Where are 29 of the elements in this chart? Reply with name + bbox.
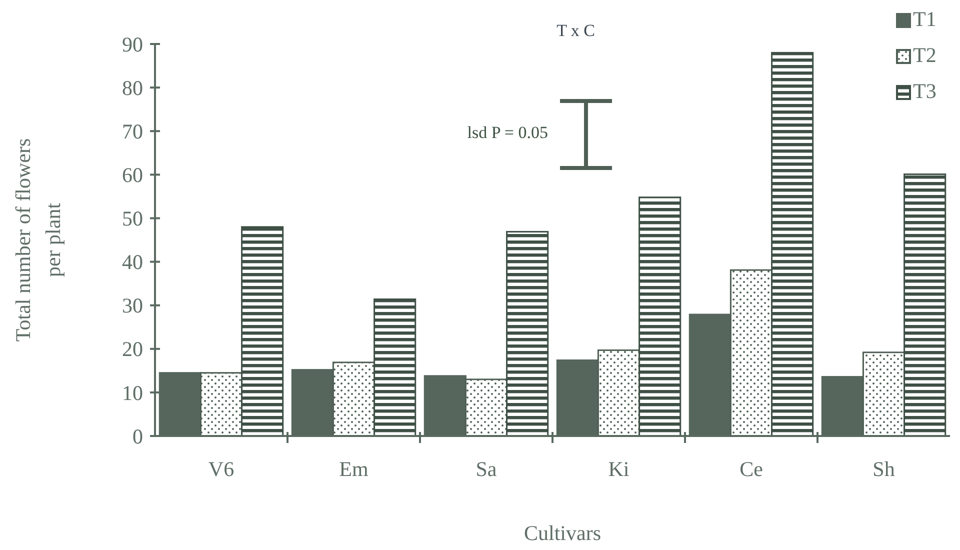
y-tick-label: 10 xyxy=(122,380,143,405)
x-tick-label: Em xyxy=(339,457,368,481)
y-tick-label: 20 xyxy=(122,337,143,362)
y-axis-title: Total number of flowers per plant xyxy=(11,138,65,342)
bar xyxy=(638,196,682,437)
y-tick-label: 60 xyxy=(122,163,143,188)
x-tick-label: Ki xyxy=(608,457,630,481)
legend-label: T2 xyxy=(913,43,936,67)
y-tick-label: 40 xyxy=(122,250,143,274)
x-tick-label: Sh xyxy=(872,457,896,481)
x-axis-title: Cultivars xyxy=(524,521,601,545)
y-tick-label: 50 xyxy=(122,206,143,231)
bar xyxy=(374,298,416,437)
x-tick-label: Sa xyxy=(476,457,498,481)
text: T x C xyxy=(556,21,595,40)
y-tick-label: 70 xyxy=(122,119,143,144)
bar xyxy=(771,52,814,437)
bar xyxy=(241,226,284,437)
bar xyxy=(506,230,549,437)
x-tick-label: V6 xyxy=(208,457,234,481)
y-tick-label: 90 xyxy=(122,32,143,56)
y-tick-label: 80 xyxy=(122,76,143,100)
legend-label: T1 xyxy=(913,7,936,31)
annotation: lsd P = 0.05 xyxy=(467,123,548,142)
x-tick-label: Ce xyxy=(740,457,763,481)
y-tick-label: 30 xyxy=(122,294,143,318)
y-tick-label: 0 xyxy=(132,424,143,448)
legend-label: T3 xyxy=(913,79,936,103)
bar xyxy=(904,173,946,437)
